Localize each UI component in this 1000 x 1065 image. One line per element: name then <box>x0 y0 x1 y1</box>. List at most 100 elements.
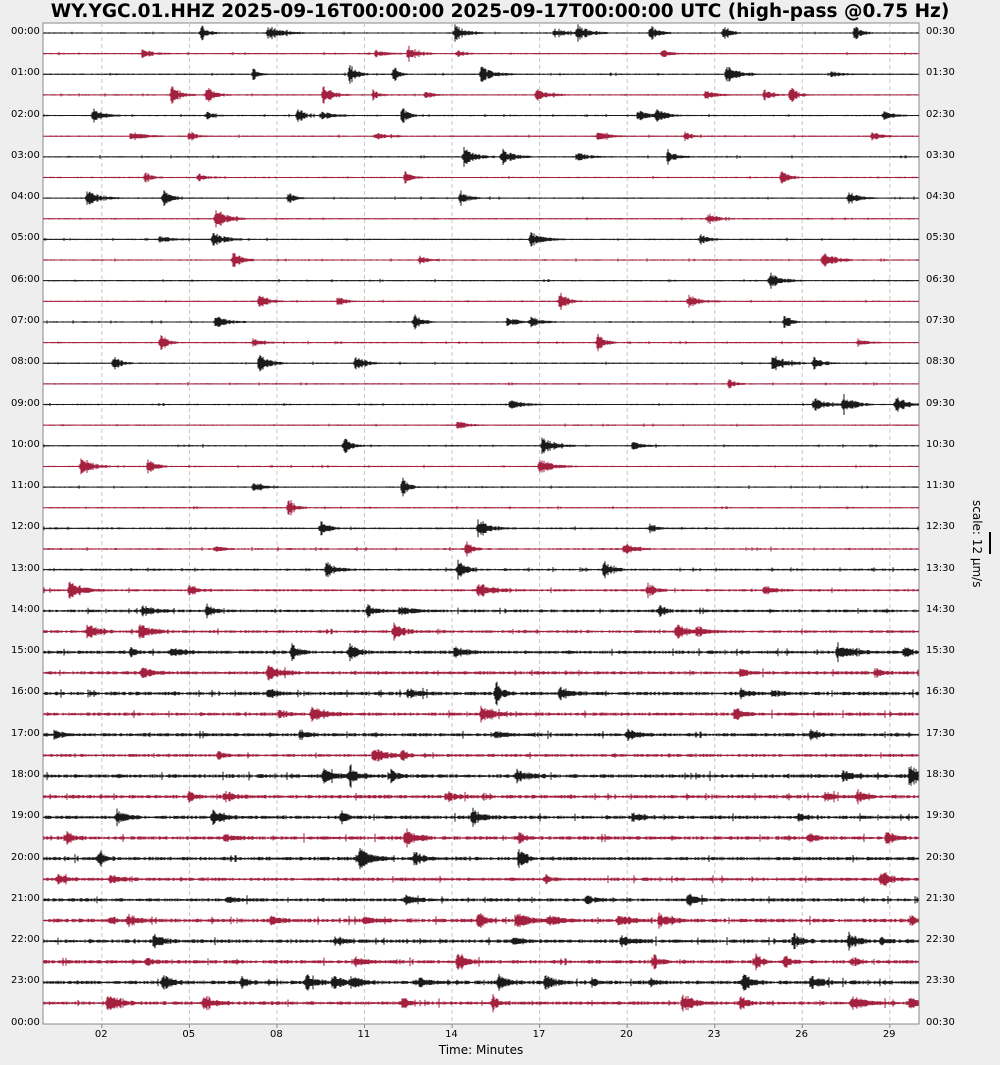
left-time-label: 08:00 <box>11 356 40 368</box>
x-tick-label: 23 <box>707 1029 721 1040</box>
seismic-trace <box>43 848 919 870</box>
seismic-trace <box>43 807 919 827</box>
seismic-trace <box>43 728 919 741</box>
seismic-trace <box>43 253 919 267</box>
left-time-label: 13:00 <box>11 562 40 574</box>
right-time-label: 15:30 <box>926 645 955 657</box>
left-time-label: 18:00 <box>11 769 40 781</box>
left-time-label: 22:00 <box>11 934 40 946</box>
seismic-trace <box>43 789 919 805</box>
seismic-trace <box>43 603 919 619</box>
seismic-trace <box>43 705 919 723</box>
x-tick-label: 11 <box>357 1029 371 1040</box>
seismic-trace <box>43 477 919 497</box>
left-time-label: 20:00 <box>11 851 40 863</box>
left-time-label: 04:00 <box>11 191 40 203</box>
seismic-trace <box>43 994 919 1013</box>
right-time-label: 06:30 <box>926 273 955 285</box>
seismic-trace <box>43 974 919 991</box>
right-time-label: 22:30 <box>926 934 955 946</box>
seismic-trace <box>43 437 919 454</box>
seismic-trace <box>43 893 919 907</box>
seismic-trace <box>43 912 919 929</box>
x-tick-label: 05 <box>182 1029 196 1040</box>
right-time-label: 23:30 <box>926 975 955 987</box>
seismic-trace <box>43 828 919 848</box>
seismic-trace <box>43 171 919 184</box>
right-time-label: 00:30 <box>926 26 955 37</box>
left-time-label: 12:00 <box>11 521 40 533</box>
seismic-trace <box>43 131 919 141</box>
x-tick-label: 20 <box>620 1029 633 1040</box>
right-time-label: 17:30 <box>926 727 955 739</box>
traces <box>43 24 919 1013</box>
seismic-trace <box>43 541 919 557</box>
seismic-trace <box>43 500 919 516</box>
seismic-trace <box>43 953 919 971</box>
x-tick-label: 26 <box>795 1029 808 1040</box>
left-time-label: 05:00 <box>11 232 40 244</box>
right-time-label: 21:30 <box>926 892 955 904</box>
left-time-label: 06:00 <box>11 273 40 285</box>
seismic-trace <box>43 665 919 681</box>
seismic-trace <box>43 45 919 62</box>
right-time-label: 12:30 <box>926 521 955 533</box>
x-tick-label: 14 <box>445 1029 458 1040</box>
right-time-label: 20:30 <box>926 851 955 863</box>
seismic-trace <box>43 355 919 372</box>
right-time-label: 13:30 <box>926 562 955 574</box>
right-time-label: 16:30 <box>926 686 955 698</box>
scale-label: scale: 12 µm/s <box>970 500 984 588</box>
seismic-trace <box>43 147 919 167</box>
seismic-trace <box>43 421 919 429</box>
seismic-trace <box>43 519 919 538</box>
x-tick-label: 08 <box>269 1029 283 1040</box>
seismic-trace <box>43 931 919 951</box>
seismic-trace <box>43 642 919 663</box>
left-time-label: 10:00 <box>11 438 40 450</box>
right-time-label: 02:30 <box>926 108 955 120</box>
right-time-label: 03:30 <box>926 149 955 161</box>
seismic-trace <box>43 108 919 123</box>
seismic-trace <box>43 333 919 352</box>
left-time-label: 00:00 <box>11 26 40 37</box>
left-time-label: 16:00 <box>11 686 40 698</box>
right-time-label: 05:30 <box>926 232 955 244</box>
left-time-label: 11:00 <box>11 480 40 492</box>
right-time-label: 18:30 <box>926 769 955 781</box>
seismic-trace <box>43 559 919 580</box>
seismic-trace <box>43 379 919 389</box>
right-time-label: 01:30 <box>926 67 955 79</box>
left-time-label: 14:00 <box>11 603 40 615</box>
x-tick-label: 02 <box>94 1029 108 1040</box>
seismic-trace <box>43 749 919 762</box>
seismic-trace <box>43 190 919 206</box>
seismic-trace <box>43 622 919 641</box>
x-tick-label: 17 <box>532 1029 546 1040</box>
left-time-label: 23:00 <box>11 975 40 987</box>
seismic-trace <box>43 272 919 289</box>
right-bottom-label: 00:30 <box>926 1017 955 1028</box>
scale-bar <box>989 532 991 554</box>
seismic-trace <box>43 764 919 788</box>
x-axis-label: Time: Minutes <box>438 1043 524 1057</box>
right-time-label: 08:30 <box>926 356 955 368</box>
seismic-trace <box>43 24 919 42</box>
right-time-label: 19:30 <box>926 810 955 822</box>
seismic-trace <box>43 581 919 599</box>
right-time-label: 11:30 <box>926 480 955 492</box>
seismic-trace <box>43 232 919 247</box>
seismic-trace <box>43 872 919 887</box>
right-time-label: 10:30 <box>926 438 955 450</box>
left-time-label: 17:00 <box>11 727 40 739</box>
left-time-label: 19:00 <box>11 810 40 822</box>
left-time-label: 21:00 <box>11 892 40 904</box>
left-time-label: 09:00 <box>11 397 40 409</box>
right-time-label: 09:30 <box>926 397 955 409</box>
left-time-label: 03:00 <box>11 149 40 161</box>
left-bottom-label: 00:00 <box>11 1017 40 1028</box>
right-time-label: 04:30 <box>926 191 955 203</box>
left-time-label: 02:00 <box>11 108 40 120</box>
chart-title: WY.YGC.01.HHZ 2025-09-16T00:00:00 2025-0… <box>50 1 950 22</box>
